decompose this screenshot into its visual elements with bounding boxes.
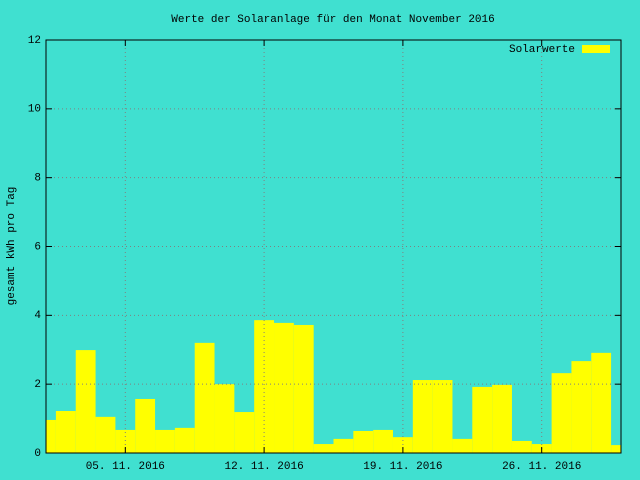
- legend-label: Solarwerte: [509, 44, 575, 56]
- bar: [174, 427, 195, 453]
- chart-title: Werte der Solaranlage für den Monat Nove…: [171, 14, 494, 26]
- x-tick-label: 19. 11. 2016: [363, 461, 442, 473]
- bar: [46, 419, 56, 453]
- y-tick-label: 4: [34, 310, 41, 322]
- bar: [313, 444, 334, 453]
- plot-border: [45, 39, 622, 454]
- legend-swatch: [582, 45, 610, 53]
- x-tick-label: 26. 11. 2016: [502, 461, 581, 473]
- bar: [611, 445, 621, 453]
- bar: [135, 398, 156, 453]
- bar: [412, 380, 433, 453]
- y-tick-label: 0: [34, 448, 41, 460]
- bar: [293, 324, 314, 453]
- bar: [551, 373, 572, 453]
- bar: [214, 384, 235, 453]
- y-tick-label: 8: [34, 173, 41, 185]
- y-tick-label: 6: [34, 241, 41, 253]
- bar: [95, 416, 116, 453]
- bars: [46, 320, 621, 453]
- bar: [392, 437, 413, 453]
- bar: [353, 430, 374, 453]
- bar: [333, 438, 354, 453]
- bar: [492, 384, 512, 453]
- bar: [155, 429, 175, 453]
- bar: [511, 440, 532, 453]
- bar: [472, 386, 493, 453]
- y-tick-label: 2: [34, 379, 41, 391]
- bar: [432, 380, 453, 453]
- bar: [452, 438, 473, 453]
- bar: [254, 320, 275, 453]
- bar: [75, 350, 96, 453]
- y-tick-label: 10: [28, 104, 41, 116]
- bar: [115, 429, 136, 453]
- bar: [194, 342, 215, 453]
- y-tick-label: 12: [28, 35, 41, 47]
- bar: [571, 361, 592, 453]
- bar: [591, 352, 612, 453]
- x-tick-label: 05. 11. 2016: [86, 461, 165, 473]
- bar: [234, 412, 255, 453]
- bar: [55, 411, 76, 453]
- bar: [373, 429, 393, 453]
- x-tick-label: 12. 11. 2016: [224, 461, 303, 473]
- bar: [274, 322, 294, 453]
- y-axis-label: gesamt kWh pro Tag: [6, 187, 18, 306]
